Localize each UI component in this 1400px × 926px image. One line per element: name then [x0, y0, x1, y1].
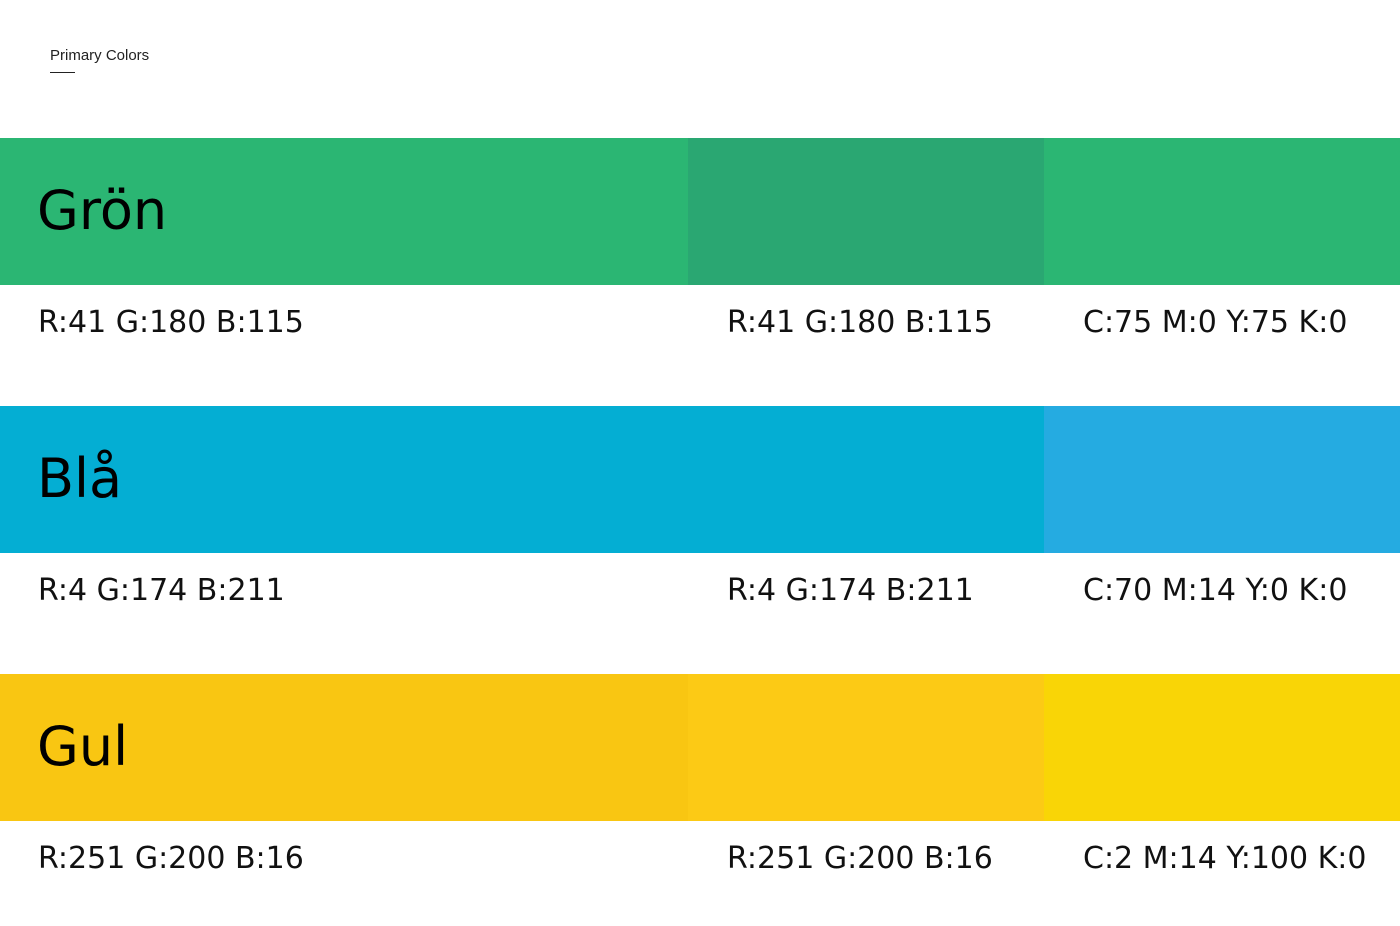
color-name: Grön [37, 179, 168, 242]
page-title: Primary Colors [50, 47, 150, 64]
color-value: R:41 G:180 B:115 [727, 305, 993, 340]
color-swatch [0, 674, 688, 821]
color-value: C:2 M:14 Y:100 K:0 [1083, 841, 1367, 876]
color-swatch [688, 674, 1044, 821]
color-value: R:4 G:174 B:211 [38, 573, 285, 608]
color-value: R:41 G:180 B:115 [38, 305, 304, 340]
color-swatch [0, 138, 688, 285]
color-swatch [0, 406, 688, 553]
color-value: R:251 G:200 B:16 [727, 841, 993, 876]
color-name: Gul [37, 715, 129, 778]
color-value: R:4 G:174 B:211 [727, 573, 974, 608]
color-swatch [688, 406, 1044, 553]
color-value: R:251 G:200 B:16 [38, 841, 304, 876]
title-underline [50, 72, 75, 73]
color-value: C:75 M:0 Y:75 K:0 [1083, 305, 1348, 340]
color-swatch [1044, 406, 1400, 553]
color-swatch [1044, 138, 1400, 285]
color-swatch [1044, 674, 1400, 821]
color-swatch [688, 138, 1044, 285]
color-value: C:70 M:14 Y:0 K:0 [1083, 573, 1348, 608]
color-name: Blå [37, 447, 123, 510]
